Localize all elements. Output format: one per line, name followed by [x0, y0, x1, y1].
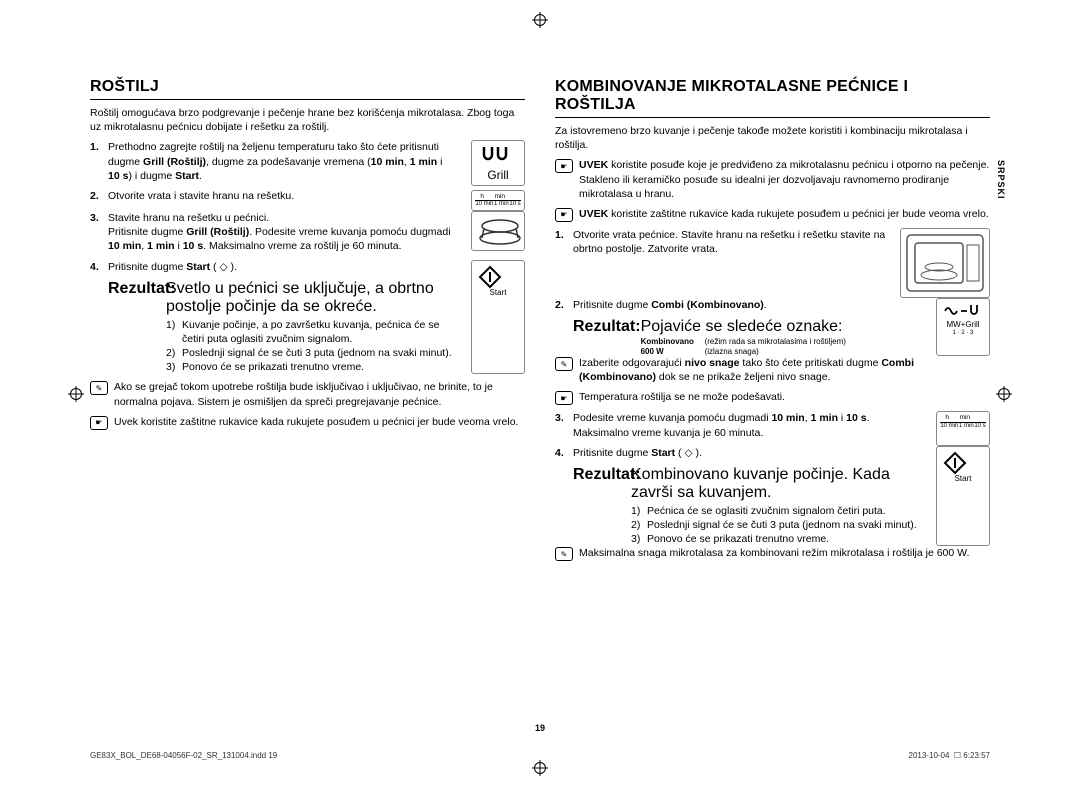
left-intro: Roštilj omogućava brzo podgrevanje i peč…: [90, 106, 525, 134]
left-note-2: ☛ Uvek koristite zaštitne rukavice kada …: [90, 415, 525, 430]
pencil-note-icon: ✎: [555, 357, 573, 371]
language-tab: SRPSKI: [996, 160, 1006, 200]
left-step-3: 3. Stavite hranu na rešetku u pećnici.Pr…: [90, 211, 463, 254]
right-topnote-2: ☛ UVEK koristite zaštitne rukavice kada …: [555, 207, 990, 222]
right-step-4: 4. Pritisnite dugme Start ( ◇ ).: [555, 446, 928, 460]
time-icon-box: hmin 10 min 1 min 10 s: [936, 411, 990, 445]
left-sub-2: 2)Poslednji signal će se čuti 3 puta (je…: [166, 346, 463, 360]
right-heading: KOMBINOVANJE MIKROTALASNE PEĆNICE I ROŠT…: [555, 78, 990, 118]
right-result-block: Pojaviće se sledeće oznake: Kombinovano(…: [641, 318, 928, 356]
start-icon-box-right: Start: [936, 446, 990, 547]
left-step-1: 1. Prethodno zagrejte roštilj na željenu…: [90, 140, 457, 183]
right-sub-2: 2)Poslednji signal će se čuti 3 puta (je…: [631, 518, 928, 532]
page-columns: ROŠTILJ Roštilj omogućava brzo podgrevan…: [90, 78, 990, 567]
reg-mark-left: [70, 388, 82, 400]
reg-mark-right: [998, 388, 1010, 400]
rack-illustration: [471, 211, 525, 251]
right-sub-3: 3)Ponovo će se prikazati trenutno vreme.: [631, 532, 928, 546]
right-sub-1: 1)Pećnica će se oglasiti zvučnim signalo…: [631, 504, 928, 518]
left-heading: ROŠTILJ: [90, 78, 525, 100]
right-midnote-2: ☛ Temperatura roštilja se ne može podeša…: [555, 390, 990, 405]
left-sub-1: 1)Kuvanje počinje, a po završetku kuvanj…: [166, 318, 463, 346]
start-icon-box: Start: [471, 260, 525, 375]
reg-mark-top: [534, 14, 546, 26]
oven-illustration: [900, 228, 990, 298]
right-intro: Za istovremeno brzo kuvanje i pečenje ta…: [555, 124, 990, 152]
start-diamond-icon: [943, 451, 967, 475]
mwgrill-icon: [943, 303, 985, 321]
right-midnote-1: ✎ Izaberite odgovarajući nivo snage tako…: [555, 356, 990, 384]
step-text: Prethodno zagrejte roštilj na željenu te…: [108, 140, 457, 183]
left-column: ROŠTILJ Roštilj omogućava brzo podgrevan…: [90, 78, 525, 567]
right-step-2: 2. Pritisnite dugme Combi (Kombinovano).: [555, 298, 928, 312]
left-sub-3: 3)Ponovo će se prikazati trenutno vreme.: [166, 360, 463, 374]
mwgrill-icon-box: MW+Grill 1 · 2 · 3: [936, 298, 990, 356]
hand-note-icon: ☛: [90, 416, 108, 430]
hand-note-icon: ☛: [555, 208, 573, 222]
left-note-1: ✎ Ako se grejač tokom upotrebe roštilja …: [90, 380, 525, 408]
footer-timestamp: 2013-10-04 ☐ 6:23:57: [909, 751, 990, 760]
left-step-4: 4. Pritisnite dugme Start ( ◇ ).: [90, 260, 463, 274]
pencil-note-icon: ✎: [555, 547, 573, 561]
right-bottom-note: ✎ Maksimalna snaga mikrotalasa za kombin…: [555, 546, 990, 561]
hand-note-icon: ☛: [555, 391, 573, 405]
footer-filename: GE83X_BOL_DE68-04056F-02_SR_131004.indd …: [90, 751, 277, 760]
grill-icon-box: Grill h min 10 min 1 min 10 s: [465, 140, 525, 211]
left-step-2: 2. Otvorite vrata i stavite hranu na reš…: [90, 189, 457, 203]
right-step-3: 3. Podesite vreme kuvanja pomoću dugmadi…: [555, 411, 928, 439]
hand-note-icon: ☛: [555, 159, 573, 173]
start-diamond-icon: [478, 265, 502, 289]
pencil-note-icon: ✎: [90, 381, 108, 395]
page-number: 19: [535, 723, 545, 733]
right-topnote-1: ☛ UVEK koristite posuđe koje je predviđe…: [555, 158, 990, 201]
grill-wave-icon: [478, 145, 518, 169]
right-column: KOMBINOVANJE MIKROTALASNE PEĆNICE I ROŠT…: [555, 78, 990, 567]
reg-mark-bottom: [534, 762, 546, 774]
right-result4-text: Kombinovano kuvanje počinje. Kada završi…: [631, 466, 928, 502]
left-result-text: Svetlo u pećnici se uključuje, a obrtno …: [166, 280, 463, 316]
right-step-1: 1. Otvorite vrata pećnice. Stavite hranu…: [555, 228, 894, 256]
